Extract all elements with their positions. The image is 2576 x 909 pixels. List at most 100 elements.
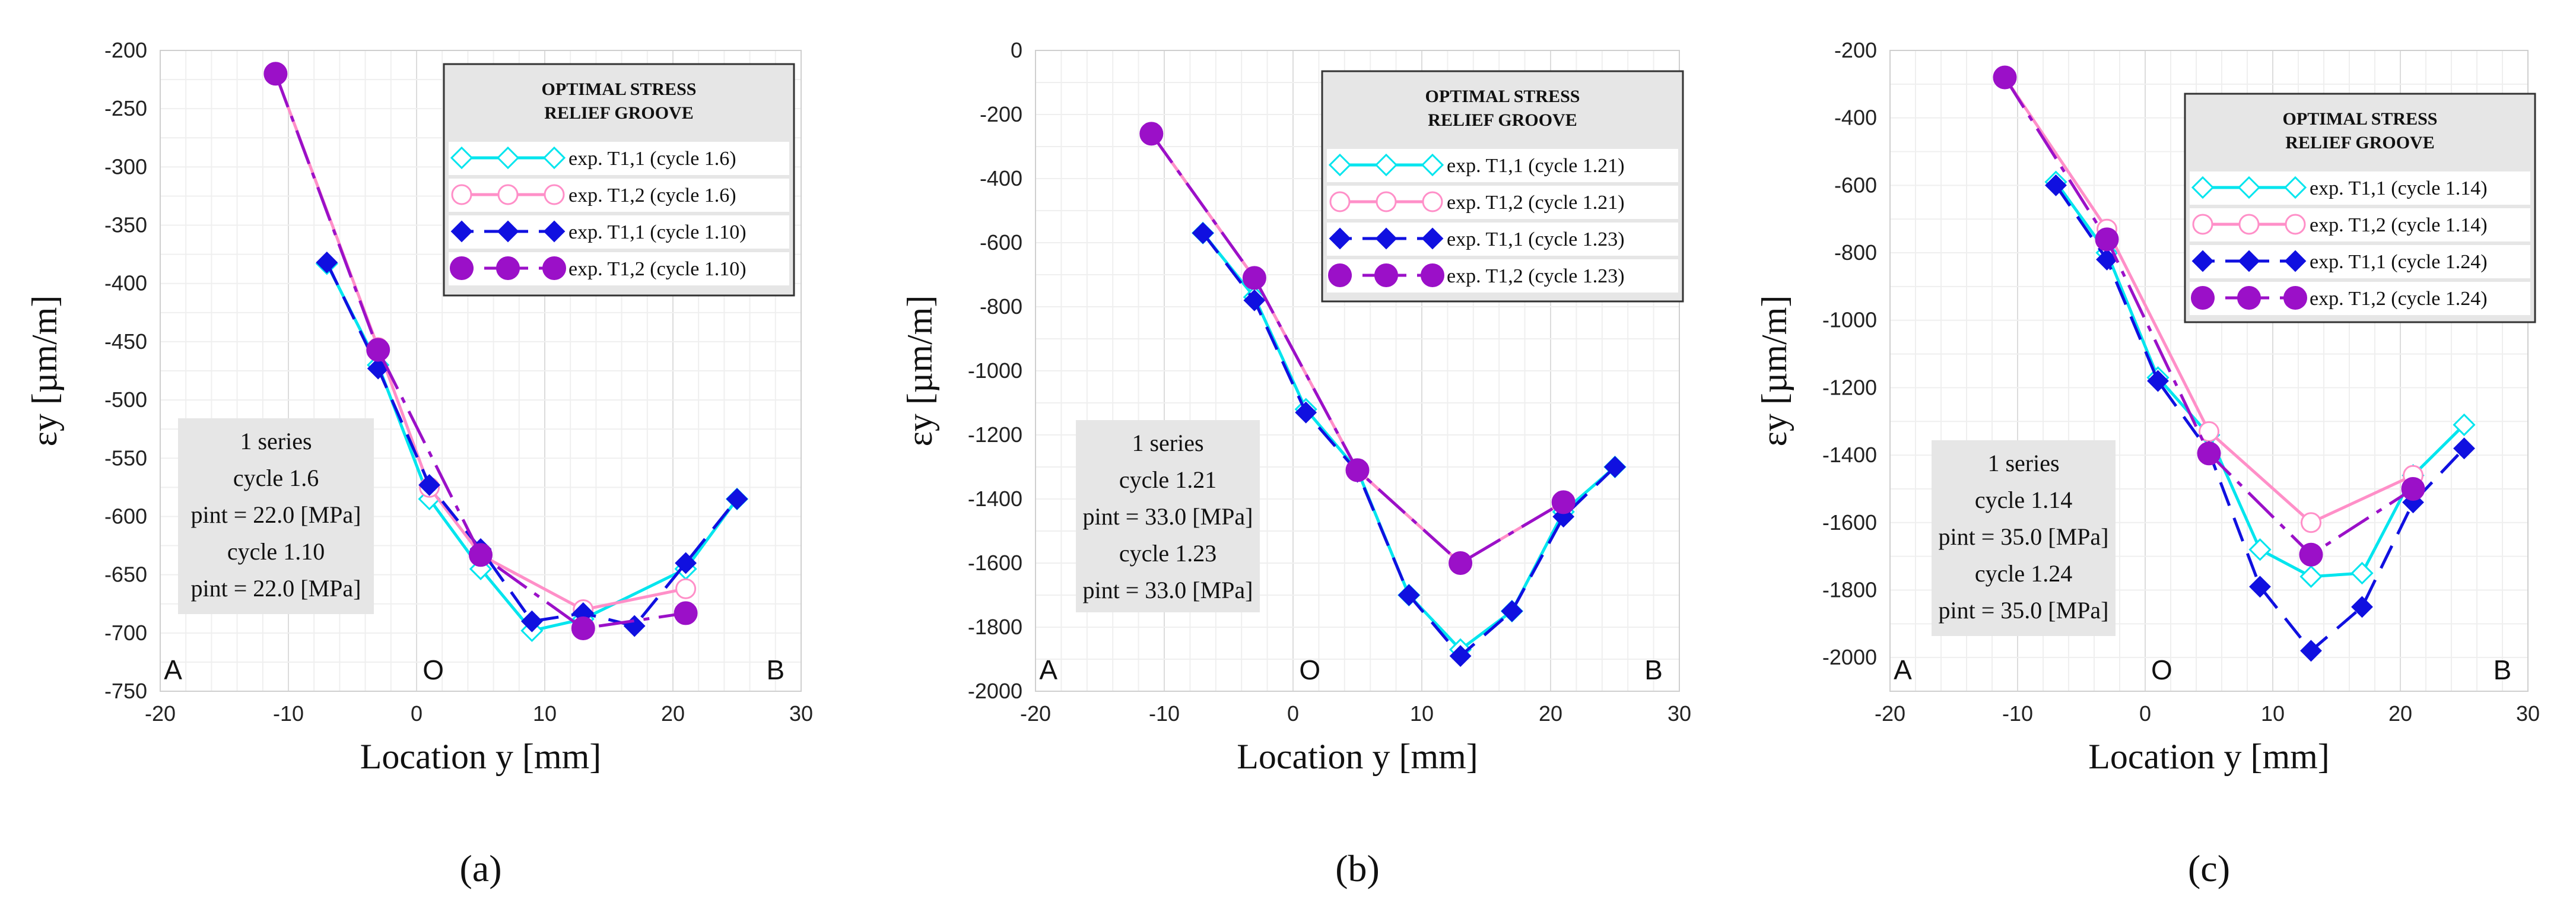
plot-frame: [1035, 50, 1680, 692]
series-2: [1192, 222, 1626, 668]
y-tick-label: -450: [104, 329, 147, 354]
x-tick-label: -20: [1875, 701, 1905, 726]
panel-label: (a): [459, 847, 501, 889]
legend-entry: exp. T1,1 (cycle 1.14): [2310, 177, 2488, 199]
legend-marker: [1421, 153, 1444, 177]
x-tick-label: 20: [1539, 701, 1562, 726]
legend-marker: [2191, 176, 2215, 199]
data-point: [2300, 640, 2322, 662]
x-tick-label: -10: [273, 701, 304, 726]
y-tick-label: -1600: [968, 551, 1022, 575]
info-line: 1 series: [240, 428, 312, 454]
legend-title: RELIEF GROOVE: [2285, 133, 2434, 152]
legend-marker: [451, 184, 472, 205]
data-point: [2197, 441, 2221, 466]
info-box-bg: [1076, 420, 1260, 612]
legend-title: RELIEF GROOVE: [544, 103, 693, 123]
series-3: [1139, 122, 1576, 575]
legend-marker: [1374, 153, 1398, 177]
location-label: A: [1894, 654, 1912, 685]
x-tick-label: 20: [661, 701, 685, 726]
y-tick-label: -800: [980, 294, 1022, 319]
location-label: B: [766, 654, 784, 685]
location-label: B: [1644, 654, 1663, 685]
info-line: cycle 1.23: [1119, 540, 1216, 567]
y-axis-label: εy [µm/m]: [1755, 295, 1794, 447]
y-tick-label: -650: [104, 562, 147, 587]
y-tick-label: -1800: [1822, 577, 1877, 602]
y-tick-label: -300: [104, 154, 147, 179]
legend-marker: [450, 146, 474, 170]
x-tick-label: 0: [1287, 701, 1299, 726]
x-tick-label: 0: [411, 701, 423, 726]
legend-marker: [1376, 191, 1397, 212]
legend-marker: [2283, 286, 2307, 310]
y-tick-label: -2000: [1822, 645, 1877, 669]
legend-marker: [543, 220, 566, 243]
series-line: [274, 73, 686, 630]
legend-title: OPTIMAL STRESS: [1425, 87, 1580, 106]
data-point: [2299, 565, 2323, 588]
data-point: [1295, 401, 1317, 424]
data-point: [2301, 512, 2321, 533]
info-line: pint = 22.0 [MPa]: [191, 501, 361, 528]
y-axis-label: εy [µm/m]: [25, 295, 64, 447]
data-point: [316, 251, 338, 274]
y-tick-label: -400: [104, 271, 147, 295]
panel-label: (b): [1335, 847, 1380, 889]
legend-entry: exp. T1,2 (cycle 1.23): [1447, 265, 1625, 287]
x-tick-label: -20: [1020, 701, 1051, 726]
info-box-bg: [1932, 440, 2116, 636]
info-line: pint = 35.0 [MPa]: [1939, 523, 2109, 550]
y-tick-label: -200: [1834, 38, 1877, 62]
y-tick-label: -700: [104, 621, 147, 645]
info-line: cycle 1.14: [1975, 487, 2072, 513]
y-tick-label: -200: [104, 38, 147, 62]
legend-marker: [2237, 286, 2261, 310]
data-point: [675, 552, 697, 574]
x-tick-label: 10: [2261, 701, 2285, 726]
info-line: 1 series: [1987, 450, 2059, 476]
y-tick-label: -750: [104, 679, 147, 703]
y-tick-label: -600: [980, 230, 1022, 255]
legend-marker: [450, 220, 473, 243]
data-point: [2453, 413, 2476, 437]
data-point: [571, 616, 595, 640]
legend-marker: [1421, 263, 1444, 287]
legend-marker: [2237, 176, 2261, 199]
legend-entry: exp. T1,2 (cycle 1.10): [568, 258, 747, 280]
legend-entry: exp. T1,1 (cycle 1.23): [1447, 228, 1625, 250]
y-tick-label: 0: [1011, 38, 1022, 62]
x-tick-label: 10: [1410, 701, 1434, 726]
y-tick-label: -1600: [1822, 510, 1877, 535]
y-tick-label: -550: [104, 446, 147, 470]
y-tick-label: -1400: [1822, 443, 1877, 467]
info-line: cycle 1.10: [227, 538, 325, 565]
legend: OPTIMAL STRESS RELIEF GROOVE exp. T1,1 (cy…: [2184, 93, 2536, 323]
legend-entry: exp. T1,2 (cycle 1.24): [2310, 288, 2488, 310]
location-label: A: [164, 654, 182, 685]
data-point: [469, 543, 493, 567]
data-point: [2095, 227, 2119, 252]
legend-marker: [1422, 191, 1443, 212]
series-line: [2054, 184, 2466, 653]
x-tick-label: -20: [145, 701, 176, 726]
data-point: [1449, 645, 1472, 668]
x-tick-label: 30: [789, 701, 813, 726]
data-point: [674, 601, 698, 625]
x-tick-label: 0: [2139, 701, 2151, 726]
info-line: pint = 22.0 [MPa]: [191, 575, 361, 602]
legend-marker: [542, 256, 566, 280]
legend-title: OPTIMAL STRESS: [2283, 109, 2438, 129]
legend-marker: [450, 256, 474, 280]
data-point: [1397, 584, 1420, 606]
y-tick-label: -1400: [968, 487, 1022, 511]
y-tick-label: -400: [1834, 106, 1877, 130]
info-line: cycle 1.24: [1975, 560, 2072, 587]
data-point: [1243, 289, 1266, 312]
legend-marker: [496, 146, 520, 170]
x-tick-label: -10: [1149, 701, 1180, 726]
series-line: [325, 262, 738, 628]
x-tick-label: -10: [2002, 701, 2033, 726]
